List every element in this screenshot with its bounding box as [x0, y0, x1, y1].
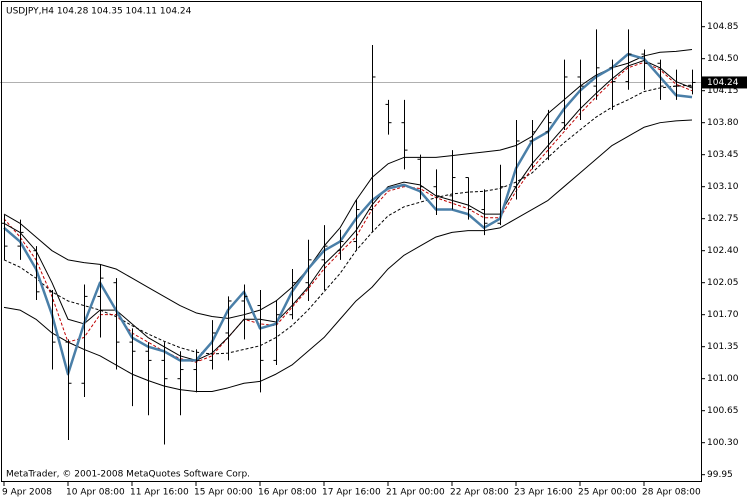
y-tick-label: 102.05: [707, 278, 739, 288]
indicator-line: [3, 61, 693, 363]
y-tick-label: 103.80: [707, 118, 739, 128]
x-tick-label: 17 Apr 16:00: [322, 488, 381, 498]
x-tick-label: 15 Apr 00:00: [194, 488, 253, 498]
footer: MetaTrader, © 2001-2008 MetaQuotes Softw…: [6, 470, 250, 480]
y-tick-label: 100.30: [707, 438, 739, 448]
x-tick-label: 22 Apr 08:00: [450, 488, 509, 498]
y-tick-label: 101.70: [707, 310, 739, 320]
y-tick-label: 102.40: [707, 246, 739, 256]
x-tick-label: 25 Apr 00:00: [578, 488, 637, 498]
x-tick-label: 10 Apr 08:00: [66, 488, 125, 498]
indicator-line: [3, 119, 693, 392]
indicator-line: [3, 49, 693, 319]
plot-area: [0, 29, 701, 445]
last-price-label: 104.24: [707, 78, 739, 88]
x-tick-label: 9 Apr 2008: [2, 488, 52, 498]
plot-border: [1, 1, 702, 482]
y-tick-label: 99.95: [707, 470, 733, 480]
y-tick-label: 101.35: [707, 342, 739, 352]
x-tick-label: 11 Apr 16:00: [130, 488, 189, 498]
y-tick-label: 101.00: [707, 374, 739, 384]
last-price-box: [701, 76, 747, 89]
indicator-line: [3, 52, 693, 376]
x-tick-label: 28 Apr 08:00: [642, 488, 701, 498]
y-tick-label: 103.45: [707, 150, 739, 160]
y-tick-label: 104.85: [707, 22, 739, 32]
x-tick-label: 21 Apr 00:00: [386, 488, 445, 498]
y-tick-label: 104.50: [707, 54, 739, 64]
y-tick-label: 104.15: [707, 86, 739, 96]
x-tick-label: 23 Apr 16:00: [514, 488, 573, 498]
x-tick-label: 16 Apr 08:00: [258, 488, 317, 498]
y-tick-label: 102.75: [707, 214, 739, 224]
chart-title: USDJPY,H4 104.28 104.35 104.11 104.24: [6, 7, 192, 17]
y-tick-label: 100.65: [707, 406, 739, 416]
y-tick-label: 103.10: [707, 182, 739, 192]
